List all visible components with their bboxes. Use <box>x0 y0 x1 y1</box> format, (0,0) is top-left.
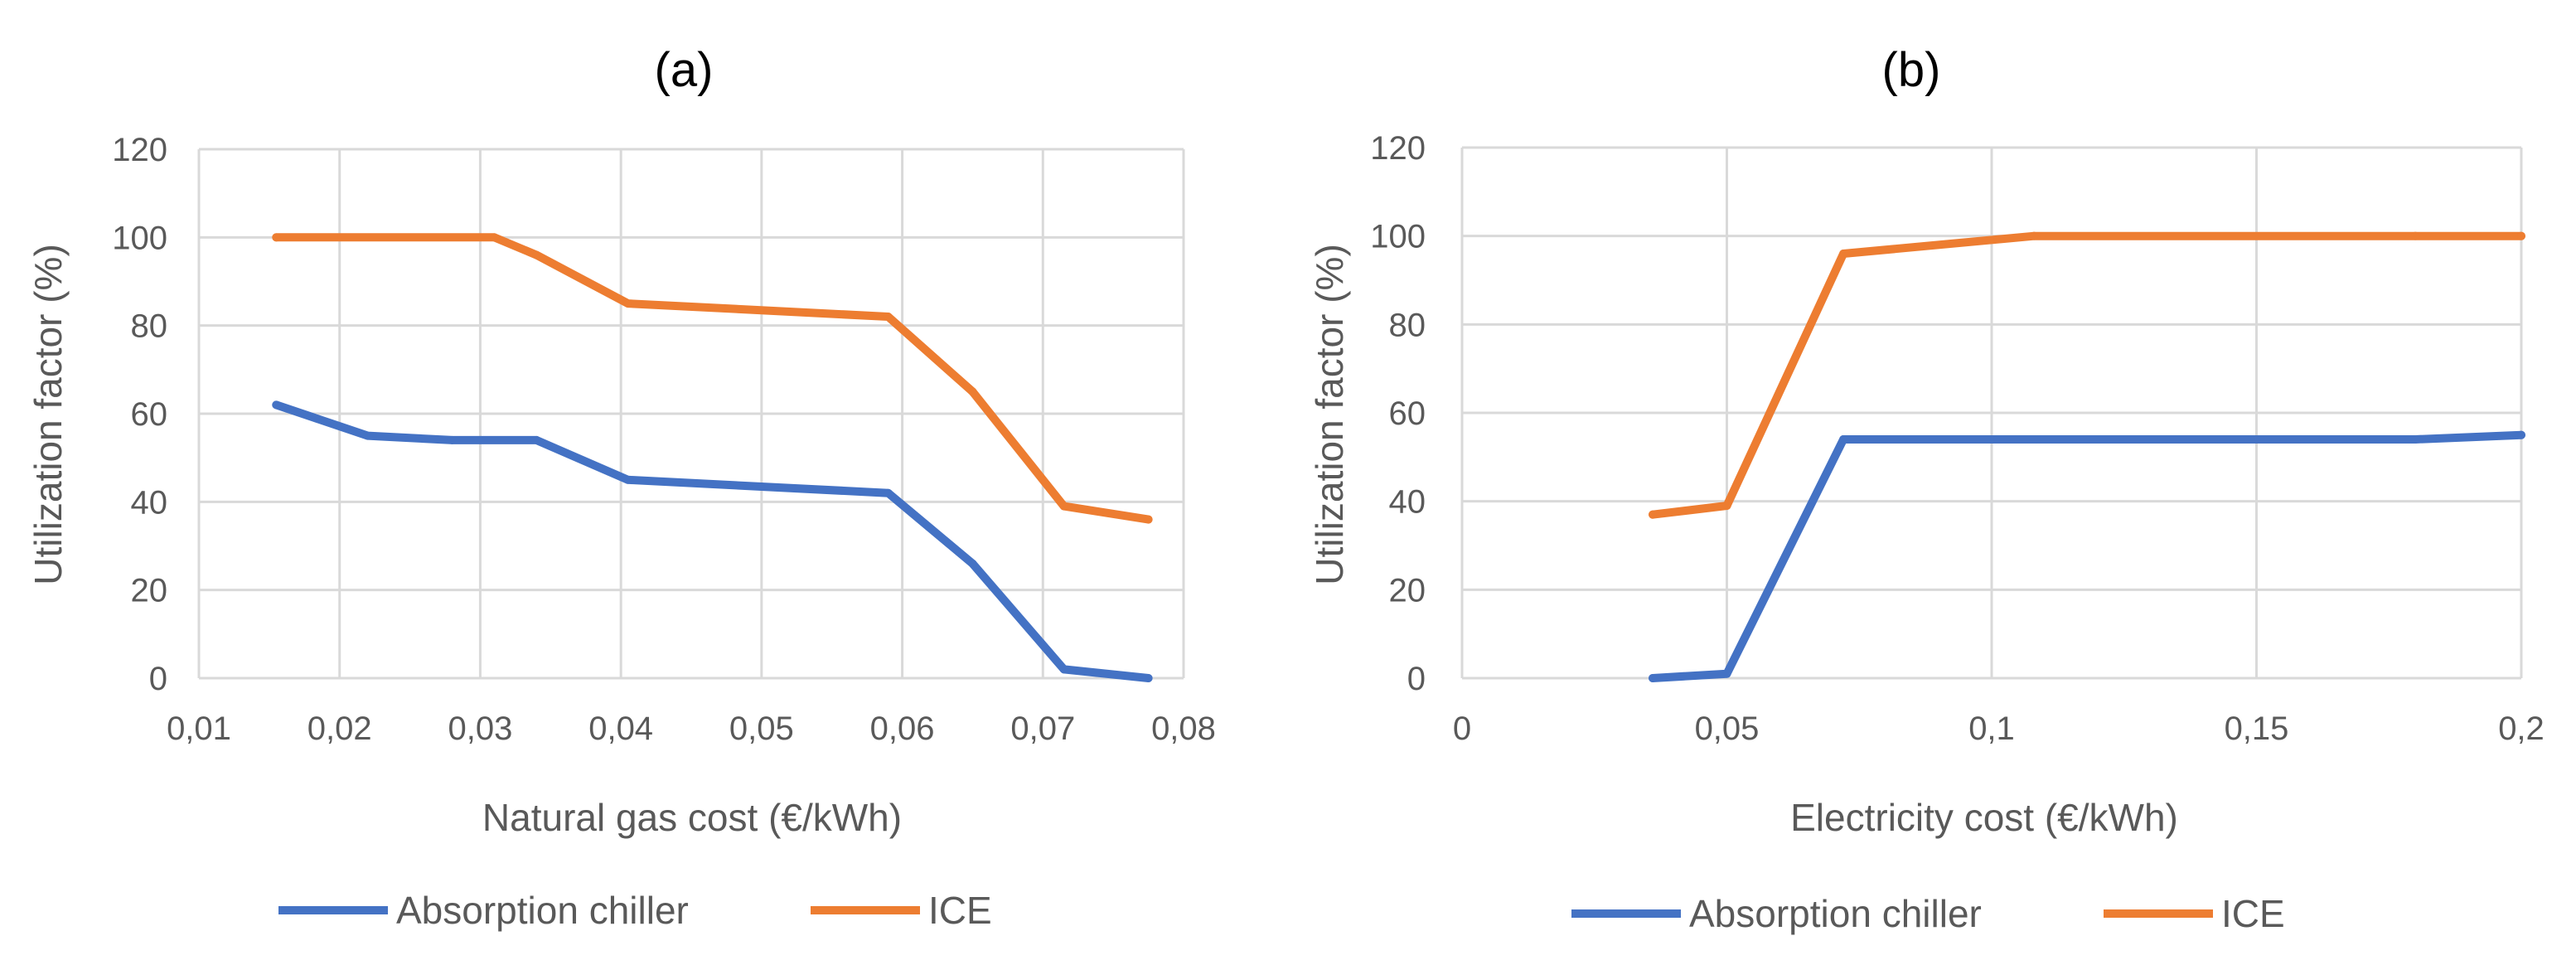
data-point-absorption-chiller <box>1649 674 1658 682</box>
y-tick-label: 20 <box>1389 572 1426 609</box>
x-tick-label: 0,03 <box>448 710 512 747</box>
data-point-absorption-chiller <box>363 431 372 440</box>
data-point-ice <box>2411 231 2420 240</box>
chart-panel-a: (a) 0 20 40 60 80 100 120 0,01 0,02 0,03 0,04 0,05… <box>27 43 1216 932</box>
y-tick-label: 120 <box>112 132 167 168</box>
y-tick-label: 120 <box>1370 130 1426 167</box>
legend-label-absorption-chiller: Absorption chiller <box>396 889 689 932</box>
x-tick-label: 0,05 <box>729 710 794 747</box>
data-point-ice <box>272 233 281 242</box>
gridlines <box>1460 146 2523 678</box>
data-point-ice <box>490 233 499 242</box>
x-axis-title: Natural gas cost (€/kWh) <box>482 796 902 839</box>
y-tick-label: 80 <box>1389 307 1426 343</box>
x-tick-label: 0,04 <box>588 710 653 747</box>
x-tick-label: 0,01 <box>167 710 231 747</box>
data-point-ice <box>1059 502 1068 511</box>
data-point-absorption-chiller <box>623 475 632 484</box>
y-axis-title: Utilization factor (%) <box>27 244 70 585</box>
data-point-ice <box>1722 502 1731 510</box>
data-point-absorption-chiller <box>448 435 457 444</box>
gridlines <box>197 148 1185 678</box>
data-point-ice <box>532 250 541 259</box>
y-tick-label: 100 <box>112 220 167 256</box>
x-tick-label: 0,08 <box>1151 710 1216 747</box>
x-tick-label: 0,05 <box>1695 710 1760 747</box>
x-tick-labels: 0,01 0,02 0,03 0,04 0,05 0,06 0,07 0,08 <box>167 710 1216 747</box>
x-tick-label: 0,15 <box>2225 710 2289 747</box>
y-tick-label: 20 <box>131 573 168 609</box>
data-point-absorption-chiller <box>1059 665 1068 674</box>
legend: Absorption chiller ICE <box>278 889 992 932</box>
data-point-ice <box>1144 515 1153 524</box>
data-point-absorption-chiller <box>272 400 281 410</box>
data-point-absorption-chiller <box>968 559 977 568</box>
series-layer <box>1649 231 2525 682</box>
data-point-absorption-chiller <box>532 435 541 444</box>
data-point-absorption-chiller <box>1722 669 1731 678</box>
y-tick-labels: 0 20 40 60 80 100 120 <box>112 132 167 697</box>
x-tick-label: 0,07 <box>1010 710 1075 747</box>
y-tick-label: 40 <box>131 484 168 521</box>
legend: Absorption chiller ICE <box>1571 892 2285 935</box>
series-line-ice <box>1649 231 2525 519</box>
data-point-absorption-chiller <box>884 488 893 497</box>
x-tick-label: 0,2 <box>2498 710 2545 747</box>
legend-label-ice: ICE <box>928 889 992 932</box>
legend-label-absorption-chiller: Absorption chiller <box>1689 892 1982 935</box>
series-line-ice <box>272 233 1153 524</box>
x-tick-label: 0 <box>1453 710 1471 747</box>
data-point-ice <box>884 313 893 322</box>
y-tick-label: 0 <box>1407 661 1426 697</box>
data-point-ice <box>623 299 632 308</box>
y-tick-label: 40 <box>1389 484 1426 521</box>
legend-label-ice: ICE <box>2221 892 2285 935</box>
y-tick-label: 100 <box>1370 219 1426 255</box>
data-point-ice <box>1839 250 1848 258</box>
x-tick-label: 0,02 <box>307 710 372 747</box>
x-tick-labels: 0 0,05 0,1 0,15 0,2 <box>1453 710 2545 747</box>
data-point-ice <box>1649 510 1658 519</box>
y-tick-label: 60 <box>131 396 168 433</box>
data-point-absorption-chiller <box>2411 435 2420 444</box>
series-line-absorption-chiller <box>1649 430 2525 682</box>
data-point-absorption-chiller <box>1144 674 1153 682</box>
chart-panel-b: (b) 0 20 40 60 80 100 120 0 0,05 0,1 0,15 0,2 Util… <box>1308 43 2545 935</box>
y-tick-labels: 0 20 40 60 80 100 120 <box>1370 130 1426 697</box>
x-axis-title: Electricity cost (€/kWh) <box>1790 796 2178 839</box>
data-point-ice <box>968 387 977 396</box>
x-tick-label: 0,06 <box>870 710 935 747</box>
x-tick-label: 0,1 <box>1968 710 2015 747</box>
data-point-absorption-chiller <box>2030 435 2039 444</box>
y-tick-label: 80 <box>131 308 168 345</box>
data-point-ice <box>2517 231 2525 240</box>
chart-title: (b) <box>1882 43 1941 97</box>
data-point-absorption-chiller <box>2517 430 2525 439</box>
series-layer <box>272 233 1153 682</box>
data-point-ice <box>2030 231 2039 240</box>
chart-title: (a) <box>655 43 714 97</box>
y-tick-label: 60 <box>1389 395 1426 432</box>
y-tick-label: 0 <box>149 661 167 697</box>
data-point-absorption-chiller <box>1839 435 1848 444</box>
y-axis-title: Utilization factor (%) <box>1308 244 1351 585</box>
